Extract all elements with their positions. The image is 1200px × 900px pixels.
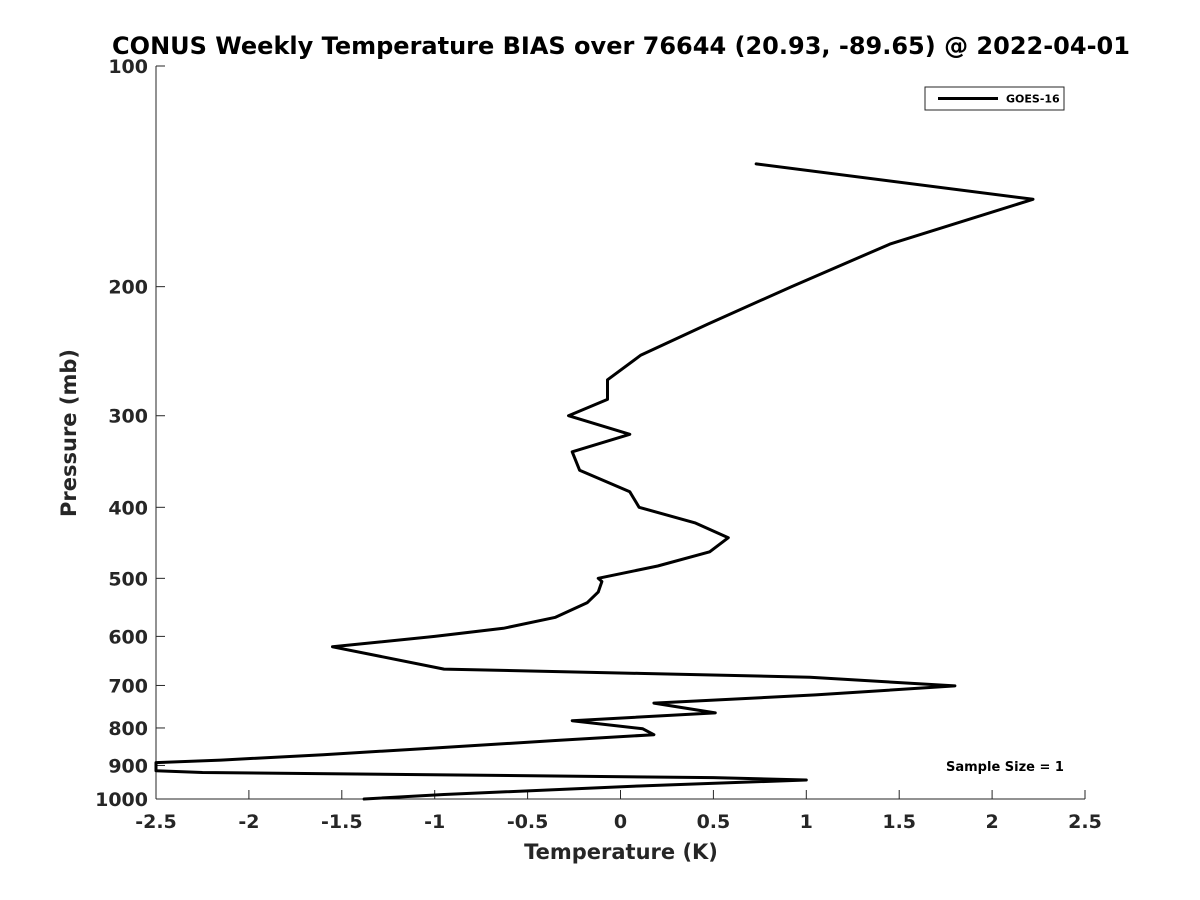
plot-area: -2.5 -2 -1.5 -1 -0.5 0 0.5 1 1.5 2 2.5 100 200 300 40… [95,56,1102,833]
x-tick-label: 0.5 [697,811,731,833]
x-tick-label: -1 [424,811,445,833]
legend-label-goes-16: GOES-16 [1006,93,1060,106]
legend: GOES-16 [924,86,1065,111]
y-tick-label: 300 [108,406,148,428]
y-tick-label: 200 [108,277,148,299]
y-tick-label: 600 [108,626,148,648]
chart-title: CONUS Weekly Temperature BIAS over 76644… [112,32,1130,60]
x-tick-label: 1 [800,811,813,833]
x-tick-label: 2 [985,811,998,833]
x-tick-label: -0.5 [507,811,549,833]
y-tick-label: 500 [108,568,148,590]
series-line-goes-16 [154,162,1035,801]
x-axis-label: Temperature (K) [524,840,718,864]
y-tick-label: 800 [108,718,148,740]
y-tick-label: 700 [108,675,148,697]
x-tick-label: 1.5 [882,811,916,833]
y-tick-label: 100 [108,56,148,78]
sample-size-annotation: Sample Size = 1 [946,760,1064,775]
y-tick-label: 1000 [95,789,148,811]
y-tick-label: 900 [108,755,148,777]
x-tick-label: 2.5 [1068,811,1102,833]
y-axis-ticks: 100 200 300 400 500 600 700 800 900 1000 [95,56,165,811]
x-tick-label: -1.5 [321,811,363,833]
x-axis-ticks: -2.5 -2 -1.5 -1 -0.5 0 0.5 1 1.5 2 2.5 [135,790,1102,833]
x-tick-label: 0 [614,811,627,833]
series-layer [154,162,1035,801]
y-tick-label: 400 [108,497,148,519]
x-tick-label: -2.5 [135,811,177,833]
y-axis-label: Pressure (mb) [57,349,81,517]
x-tick-label: -2 [238,811,259,833]
